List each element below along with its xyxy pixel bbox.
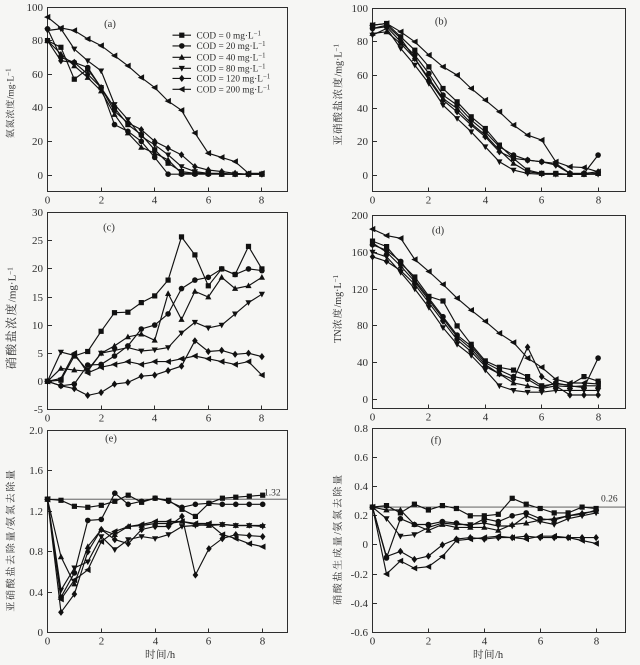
svg-text:80: 80 xyxy=(357,36,369,48)
svg-text:2.0: 2.0 xyxy=(29,425,43,437)
svg-text:0.6: 0.6 xyxy=(354,452,368,464)
svg-text:8: 8 xyxy=(259,412,265,424)
svg-text:2: 2 xyxy=(426,635,432,647)
svg-text:60: 60 xyxy=(32,69,44,81)
svg-text:200: 200 xyxy=(352,210,369,222)
svg-text:COD = 80 mg·L−1: COD = 80 mg·L−1 xyxy=(197,64,266,75)
svg-text:1.6: 1.6 xyxy=(29,465,43,477)
svg-text:(a): (a) xyxy=(104,19,116,30)
svg-text:2: 2 xyxy=(99,194,105,206)
svg-text:TN: TN xyxy=(333,329,344,342)
svg-text:COD = 0 mg·L−1: COD = 0 mg·L−1 xyxy=(197,30,261,41)
svg-text:2: 2 xyxy=(99,635,105,647)
svg-text:0: 0 xyxy=(45,635,51,647)
svg-text:20: 20 xyxy=(32,136,44,148)
svg-text:4: 4 xyxy=(152,412,158,424)
svg-text:6: 6 xyxy=(206,412,212,424)
svg-text:2: 2 xyxy=(426,194,432,206)
svg-text:0: 0 xyxy=(370,411,376,423)
svg-text:8: 8 xyxy=(260,635,266,647)
svg-text:0: 0 xyxy=(38,627,44,639)
svg-text:0.26: 0.26 xyxy=(601,495,618,505)
svg-text:25: 25 xyxy=(32,235,44,247)
svg-text:8: 8 xyxy=(596,411,602,423)
svg-text:20: 20 xyxy=(32,263,44,275)
svg-text:0: 0 xyxy=(45,412,51,424)
svg-text:0.4: 0.4 xyxy=(354,481,368,493)
svg-text:-0.2: -0.2 xyxy=(351,569,368,581)
svg-text:-5: -5 xyxy=(34,404,44,416)
svg-text:0.2: 0.2 xyxy=(354,510,368,522)
svg-text:0: 0 xyxy=(363,170,369,182)
svg-text:(c): (c) xyxy=(103,223,115,234)
svg-text:40: 40 xyxy=(32,102,44,114)
svg-text:/mg·L−1: /mg·L−1 xyxy=(332,274,344,307)
svg-text:(d): (d) xyxy=(432,226,445,237)
svg-text:0.8: 0.8 xyxy=(354,423,368,435)
svg-text:5: 5 xyxy=(38,348,44,360)
svg-text:/h: /h xyxy=(167,650,176,661)
svg-text:6: 6 xyxy=(206,194,212,206)
svg-text:6: 6 xyxy=(539,411,545,423)
svg-text:/: / xyxy=(333,532,344,535)
svg-text:160: 160 xyxy=(352,247,369,259)
svg-text:0: 0 xyxy=(363,539,369,551)
svg-text:40: 40 xyxy=(357,103,369,115)
svg-text:120: 120 xyxy=(352,284,369,296)
svg-text:20: 20 xyxy=(357,136,369,148)
svg-text:0: 0 xyxy=(38,376,44,388)
svg-text:4: 4 xyxy=(482,635,488,647)
svg-text:30: 30 xyxy=(32,207,44,219)
svg-text:100: 100 xyxy=(352,3,369,15)
svg-text:4: 4 xyxy=(483,194,489,206)
svg-text:80: 80 xyxy=(32,35,44,47)
svg-text:15: 15 xyxy=(32,292,44,304)
svg-text:0: 0 xyxy=(370,635,376,647)
svg-text:0.8: 0.8 xyxy=(29,546,43,558)
svg-text:/h: /h xyxy=(495,650,504,661)
svg-text:/: / xyxy=(6,527,17,530)
svg-text:8: 8 xyxy=(259,194,265,206)
svg-text:0.4: 0.4 xyxy=(29,587,43,599)
svg-text:1.2: 1.2 xyxy=(29,506,43,518)
svg-text:/mg·L−1: /mg·L−1 xyxy=(6,267,18,302)
svg-text:0: 0 xyxy=(45,194,51,206)
svg-text:-0.6: -0.6 xyxy=(351,627,369,639)
svg-text:40: 40 xyxy=(357,357,369,369)
svg-text:60: 60 xyxy=(357,70,369,82)
svg-text:6: 6 xyxy=(539,194,545,206)
svg-text:4: 4 xyxy=(153,635,159,647)
svg-text:COD = 20 mg·L−1: COD = 20 mg·L−1 xyxy=(197,41,266,52)
svg-text:4: 4 xyxy=(483,411,489,423)
svg-text:/mg·L−1: /mg·L−1 xyxy=(332,44,344,77)
svg-text:(e): (e) xyxy=(105,434,117,445)
svg-text:COD = 200 mg·L−1: COD = 200 mg·L−1 xyxy=(197,85,271,96)
svg-text:COD = 120 mg·L−1: COD = 120 mg·L−1 xyxy=(197,74,271,85)
svg-text:0: 0 xyxy=(363,394,369,406)
svg-text:8: 8 xyxy=(594,635,600,647)
svg-text:(f): (f) xyxy=(431,436,442,447)
svg-text:1.32: 1.32 xyxy=(264,489,281,499)
svg-text:6: 6 xyxy=(538,635,544,647)
svg-text:0: 0 xyxy=(370,194,376,206)
svg-text:2: 2 xyxy=(426,411,432,423)
svg-text:2: 2 xyxy=(99,412,105,424)
svg-text:10: 10 xyxy=(32,320,44,332)
svg-text:COD = 40 mg·L−1: COD = 40 mg·L−1 xyxy=(197,53,266,64)
svg-text:8: 8 xyxy=(596,194,602,206)
svg-text:-0.4: -0.4 xyxy=(351,598,369,610)
svg-text:100: 100 xyxy=(27,2,44,14)
svg-text:0: 0 xyxy=(38,170,44,182)
svg-text:4: 4 xyxy=(152,194,158,206)
svg-text:6: 6 xyxy=(206,635,212,647)
svg-text:80: 80 xyxy=(357,320,369,332)
svg-text:(b): (b) xyxy=(435,17,448,28)
